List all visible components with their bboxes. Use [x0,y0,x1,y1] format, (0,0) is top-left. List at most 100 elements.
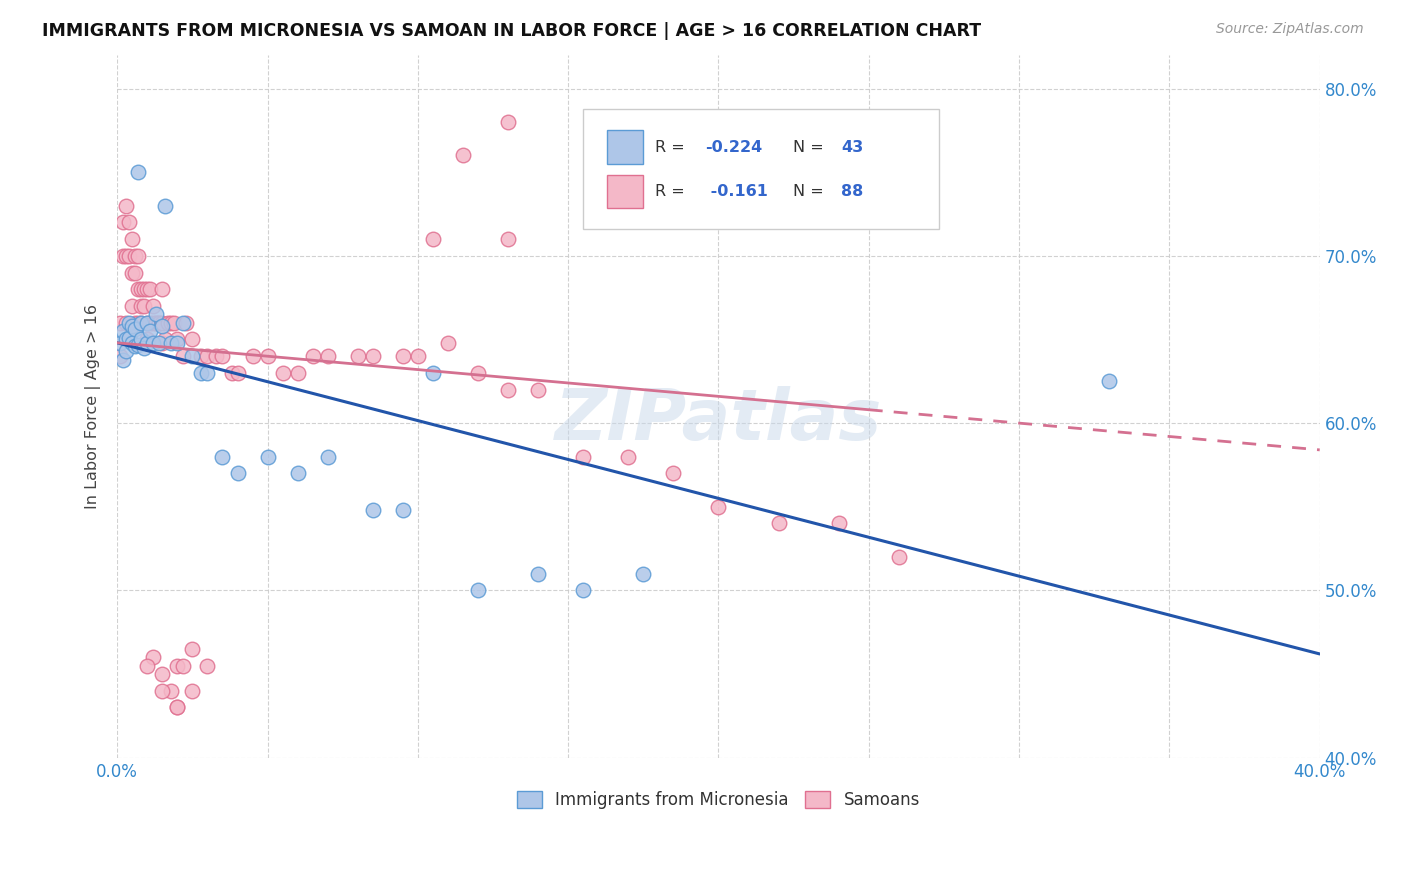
Point [150,316,173,330]
Point [392,349,415,363]
Point [127,337,149,351]
Point [316,349,339,363]
Point [150,683,173,698]
Point [136,658,159,673]
Point [160,335,183,350]
Point [155,199,177,213]
Text: -0.224: -0.224 [706,140,762,154]
Point [112,215,135,229]
Text: Source: ZipAtlas.com: Source: ZipAtlas.com [1216,22,1364,37]
Point [118,316,141,330]
Point [124,316,146,330]
Point [134,299,156,313]
Legend: Immigrants from Micronesia, Samoans: Immigrants from Micronesia, Samoans [510,785,927,816]
Point [197,349,219,363]
Point [437,335,460,350]
Point [131,333,153,347]
Point [148,316,170,330]
Point [121,335,143,350]
Point [197,366,219,380]
Text: N =: N = [793,184,830,199]
Point [127,282,149,296]
Point [287,366,309,380]
Point [301,349,323,363]
Point [662,467,685,481]
Point [139,282,162,296]
Point [118,249,141,263]
Point [121,299,143,313]
Point [221,366,243,380]
Point [346,349,368,363]
Text: N =: N = [793,140,830,154]
Point [572,450,595,464]
Point [617,450,640,464]
Point [142,335,165,350]
Point [172,658,194,673]
Point [145,316,167,330]
Point [828,516,851,531]
Point [467,583,489,598]
Text: R =: R = [655,184,689,199]
Point [166,700,188,714]
Point [181,641,204,656]
Point [115,344,138,359]
Point [467,366,489,380]
Point [139,324,162,338]
Point [572,583,595,598]
Point [527,566,550,581]
Point [392,503,415,517]
Point [131,299,153,313]
Point [181,683,204,698]
Y-axis label: In Labor Force | Age > 16: In Labor Force | Age > 16 [86,304,101,509]
Point [361,349,384,363]
Point [150,319,173,334]
Point [155,333,177,347]
Point [181,349,204,363]
Point [142,650,165,665]
Point [121,232,143,246]
Point [1098,374,1121,388]
Point [361,503,384,517]
Point [124,266,146,280]
Point [136,335,159,350]
Point [160,683,183,698]
Point [139,316,162,330]
Text: 43: 43 [841,140,863,154]
Point [118,331,141,345]
Point [124,249,146,263]
Point [142,316,165,330]
Point [131,282,153,296]
Point [115,333,138,347]
Point [110,316,132,330]
Point [136,282,159,296]
Point [496,383,519,397]
Point [110,349,132,363]
Point [118,215,141,229]
Point [127,165,149,179]
Point [527,383,550,397]
Point [190,366,212,380]
Point [131,316,153,330]
Point [211,450,233,464]
Point [131,316,153,330]
Point [271,366,294,380]
Point [190,349,212,363]
Text: 88: 88 [841,184,863,199]
Point [166,658,188,673]
Point [496,115,519,129]
Point [451,148,474,162]
Point [163,316,186,330]
Point [145,307,167,321]
Point [172,349,194,363]
Point [176,316,198,330]
Point [287,467,309,481]
Point [242,349,264,363]
Text: R =: R = [655,140,689,154]
Point [422,366,444,380]
Text: ZIPatlas: ZIPatlas [555,386,882,455]
Point [115,249,138,263]
Point [181,333,204,347]
Point [226,467,249,481]
Point [406,349,429,363]
Point [160,316,183,330]
